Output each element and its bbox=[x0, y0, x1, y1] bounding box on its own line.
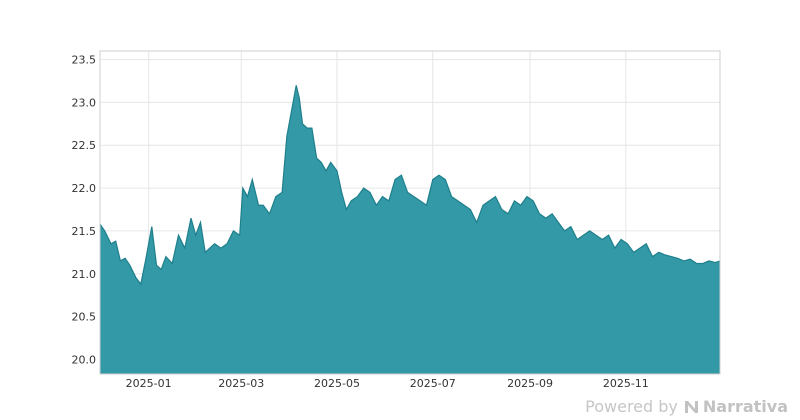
y-tick-label: 20.0 bbox=[72, 353, 97, 366]
series-line bbox=[99, 85, 721, 286]
y-tick-label: 23.5 bbox=[72, 54, 97, 67]
x-tick-label: 2025-09 bbox=[507, 377, 553, 390]
area-series bbox=[100, 85, 720, 375]
brand-link[interactable]: Narrativa bbox=[684, 397, 788, 416]
powered-by-text: Powered by bbox=[585, 397, 678, 416]
y-tick-label: 22.5 bbox=[72, 139, 97, 152]
plot-frame bbox=[99, 50, 721, 375]
footer-attribution: Powered by Narrativa bbox=[585, 397, 788, 416]
y-tick-label: 21.5 bbox=[72, 225, 97, 238]
x-tick-label: 2025-05 bbox=[314, 377, 360, 390]
x-tick-label: 2025-03 bbox=[218, 377, 264, 390]
y-axis-ticks: 20.0 20.5 21.0 21.5 22.0 22.5 23.0 23.5 bbox=[72, 54, 97, 367]
y-tick-label: 22.0 bbox=[72, 182, 97, 195]
y-tick-label: 21.0 bbox=[72, 268, 97, 281]
brand-name: Narrativa bbox=[702, 397, 788, 416]
narrativa-logo-icon bbox=[684, 400, 698, 413]
y-tick-label: 20.5 bbox=[72, 311, 97, 324]
x-axis-ticks: 2025-01 2025-03 2025-05 2025-07 2025-09 2025-… bbox=[126, 377, 649, 390]
x-tick-label: 2025-07 bbox=[410, 377, 456, 390]
y-tick-label: 23.0 bbox=[72, 96, 97, 109]
x-tick-label: 2025-01 bbox=[126, 377, 172, 390]
x-tick-label: 2025-11 bbox=[603, 377, 649, 390]
